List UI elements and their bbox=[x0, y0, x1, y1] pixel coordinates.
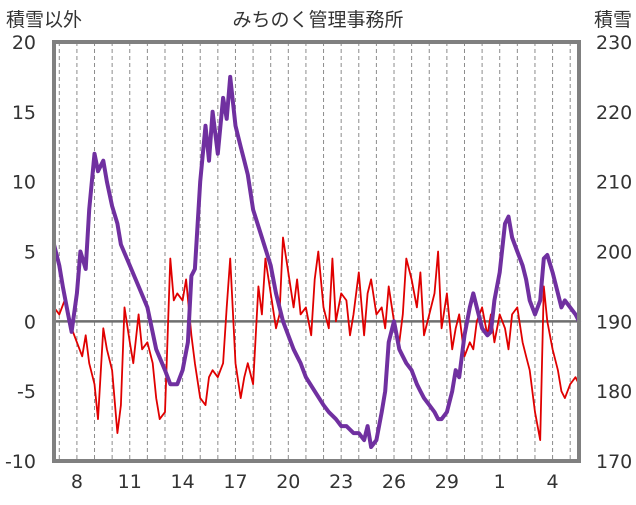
y-right-tick-label: 210 bbox=[596, 172, 632, 194]
snow-depth-line bbox=[52, 74, 581, 449]
x-tick-label: 23 bbox=[329, 471, 353, 493]
y-right-tick-label: 220 bbox=[596, 102, 632, 124]
y-left-tick-label: 5 bbox=[24, 242, 36, 264]
right-axis-label: 積雪 bbox=[594, 9, 632, 31]
x-tick-label: 20 bbox=[276, 471, 300, 493]
y-right-tick-label: 230 bbox=[596, 32, 632, 54]
x-tick-label: 11 bbox=[118, 471, 142, 493]
y-right-tick-label: 190 bbox=[596, 311, 632, 333]
y-left-tick-label: 20 bbox=[12, 32, 36, 54]
y-left-tick-label: 0 bbox=[24, 311, 36, 333]
left-axis-label: 積雪以外 bbox=[6, 9, 82, 31]
x-tick-label: 1 bbox=[494, 471, 506, 493]
series-layer bbox=[52, 74, 581, 449]
y-right-tick-label: 180 bbox=[596, 381, 632, 403]
x-tick-label: 26 bbox=[382, 471, 406, 493]
y-right-tick-label: 170 bbox=[596, 451, 632, 473]
x-tick-label: 4 bbox=[547, 471, 559, 493]
y-left-tick-label: -10 bbox=[5, 451, 36, 473]
y-left-tick-label: 10 bbox=[12, 172, 36, 194]
y-right-tick-label: 200 bbox=[596, 242, 632, 264]
chart-title: みちのく管理事務所 bbox=[232, 9, 403, 31]
y-left-tick-label: 15 bbox=[12, 102, 36, 124]
x-tick-label: 8 bbox=[71, 471, 83, 493]
x-tick-label: 17 bbox=[223, 471, 247, 493]
y-left-tick-label: -5 bbox=[17, 381, 36, 403]
x-tick-label: 29 bbox=[435, 471, 459, 493]
x-tick-label: 14 bbox=[171, 471, 195, 493]
plot-frame bbox=[52, 40, 581, 463]
